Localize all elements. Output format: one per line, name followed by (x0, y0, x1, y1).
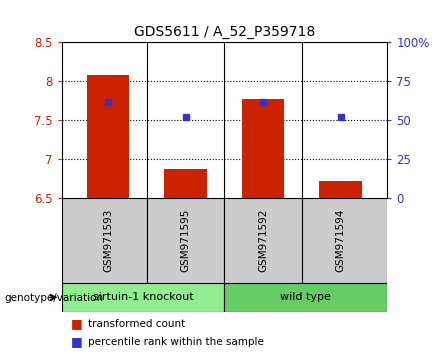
Text: GSM971593: GSM971593 (103, 209, 113, 273)
Text: GSM971594: GSM971594 (336, 209, 346, 273)
Text: transformed count: transformed count (88, 319, 185, 329)
Bar (319, 181, 362, 198)
Text: ■: ■ (70, 318, 82, 330)
Bar (224, 283, 387, 312)
Bar (87, 75, 129, 198)
Text: wild type: wild type (280, 292, 331, 302)
Bar (164, 169, 207, 198)
Text: GSM971595: GSM971595 (181, 209, 191, 273)
Bar (242, 98, 285, 198)
Bar (147, 198, 224, 283)
Text: percentile rank within the sample: percentile rank within the sample (88, 337, 264, 347)
Bar (62, 198, 147, 283)
Text: genotype/variation: genotype/variation (4, 293, 103, 303)
Text: GSM971592: GSM971592 (258, 209, 268, 273)
Text: ■: ■ (70, 335, 82, 348)
Bar (224, 198, 302, 283)
Title: GDS5611 / A_52_P359718: GDS5611 / A_52_P359718 (134, 25, 315, 39)
Bar (302, 198, 387, 283)
Text: sirtuin-1 knockout: sirtuin-1 knockout (93, 292, 193, 302)
Bar (62, 283, 224, 312)
